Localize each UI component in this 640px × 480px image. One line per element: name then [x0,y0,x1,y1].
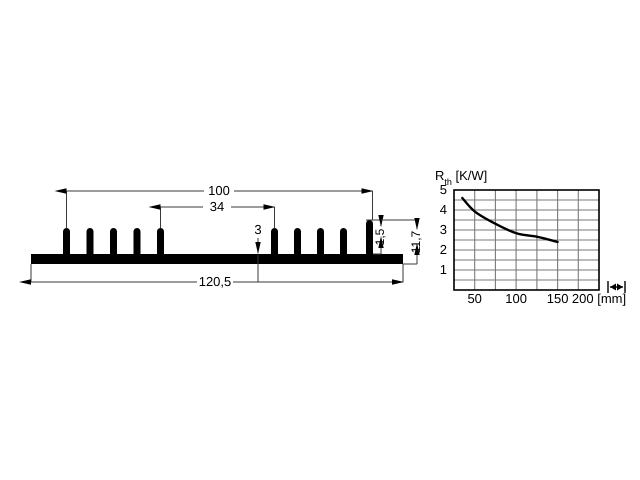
svg-text:1: 1 [440,262,447,277]
svg-text:100: 100 [208,183,230,198]
svg-text:150: 150 [547,291,569,306]
svg-text:34: 34 [210,199,224,214]
svg-text:120,5: 120,5 [199,274,232,289]
svg-text:3: 3 [254,222,261,237]
svg-text:100: 100 [505,291,527,306]
svg-text:1,5: 1,5 [373,228,387,245]
svg-text:4: 4 [440,202,447,217]
svg-text:200 [mm]: 200 [mm] [572,291,626,306]
svg-text:11,7: 11,7 [409,230,423,253]
svg-text:50: 50 [467,291,481,306]
svg-text:2: 2 [440,242,447,257]
svg-text:3: 3 [440,222,447,237]
